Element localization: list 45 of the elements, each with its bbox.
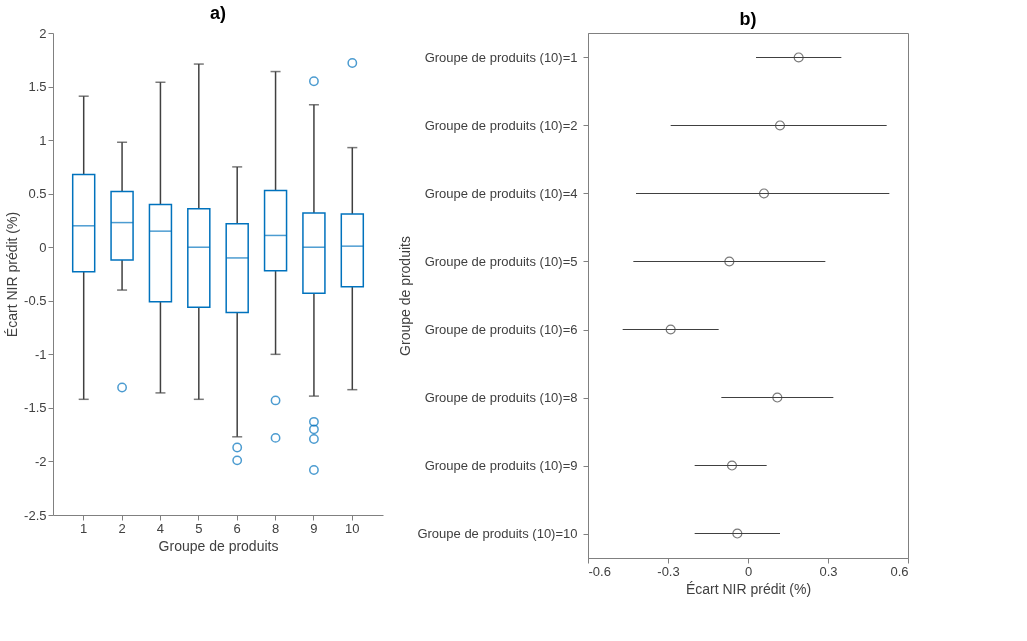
y-axis-title: Groupe de produits <box>397 236 414 356</box>
y-tick-label: 1.5 <box>28 79 47 95</box>
y-tick-label: Groupe de produits (10)=1 <box>424 49 578 65</box>
x-tick-label: -0.6 <box>588 563 611 579</box>
point <box>732 528 743 539</box>
y-tick-label: -0.5 <box>24 293 47 309</box>
chart-title: b) <box>739 9 757 29</box>
y-tick-label: Groupe de produits (10)=2 <box>424 117 578 133</box>
x-axis-title: Écart NIR prédit (%) <box>685 580 812 597</box>
x-tick-label: 2 <box>118 520 126 536</box>
y-tick-label: 2 <box>39 25 47 41</box>
y-tick-label: 0 <box>39 239 47 255</box>
x-axis-title: Groupe de produits <box>158 537 279 554</box>
point <box>724 256 735 267</box>
x-tick-label: 4 <box>156 520 165 536</box>
y-tick-label: Groupe de produits (10)=9 <box>424 458 578 474</box>
y-tick-label: 1 <box>39 132 47 148</box>
x-tick-label: 1 <box>80 520 88 536</box>
x-tick-label: 6 <box>233 520 241 536</box>
x-tick-label: 9 <box>310 520 318 536</box>
y-tick-label: Groupe de produits (10)=6 <box>424 322 578 337</box>
x-tick-label: 0.3 <box>819 563 838 579</box>
y-tick-label: -2 <box>34 453 47 469</box>
y-tick-label: -1.5 <box>24 400 47 416</box>
x-tick-label: 8 <box>271 520 280 536</box>
y-tick-label: Groupe de produits (10)=4 <box>424 185 578 201</box>
y-tick-label: Groupe de produits (10)=8 <box>424 390 578 406</box>
x-tick-label: 0 <box>744 563 753 579</box>
point <box>726 460 738 471</box>
point <box>758 188 770 199</box>
x-tick-label: 0.6 <box>890 563 909 579</box>
point <box>793 52 804 63</box>
y-axis-title: Écart NIR prédit (%) <box>4 211 21 338</box>
y-tick-label: Groupe de produits (10)=10 <box>417 526 578 542</box>
point <box>772 392 783 403</box>
x-tick-label: -0.3 <box>657 563 680 579</box>
x-tick-label: 5 <box>195 520 203 536</box>
point <box>774 120 786 131</box>
y-tick-label: -2.5 <box>24 507 47 523</box>
x-tick-label: 10 <box>345 520 360 536</box>
point <box>665 324 676 335</box>
y-tick-label: Groupe de produits (10)=5 <box>424 254 578 269</box>
y-tick-label: 0.5 <box>28 186 47 202</box>
y-tick-label: -1 <box>34 346 47 362</box>
chart-title: a) <box>209 3 227 23</box>
